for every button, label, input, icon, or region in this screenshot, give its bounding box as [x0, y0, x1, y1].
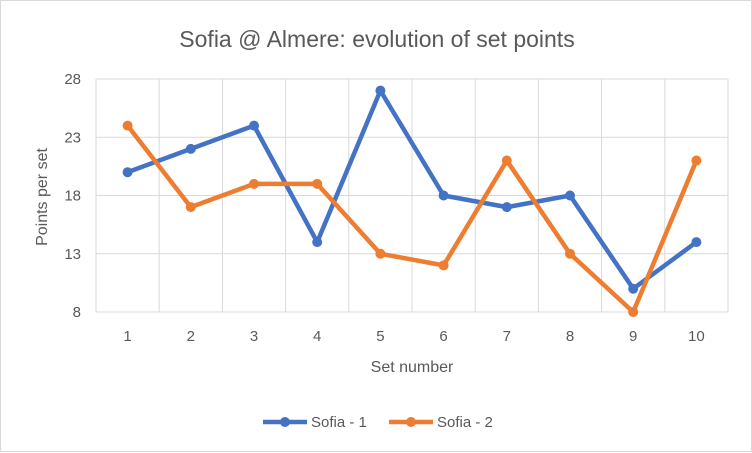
series-1-point [691, 237, 702, 248]
series-2-point [375, 248, 386, 259]
y-tick-label: 23 [64, 129, 81, 146]
series-1-point [375, 85, 386, 96]
series-2-point [628, 307, 639, 317]
y-tick-label: 13 [64, 246, 81, 263]
x-tick-label: 7 [503, 328, 511, 345]
series-1-point [438, 190, 449, 201]
y-tick-label: 8 [73, 304, 81, 321]
x-tick-label: 1 [123, 328, 131, 345]
x-tick-label: 6 [439, 328, 447, 345]
legend-label-2: Sofia - 2 [437, 414, 493, 431]
x-tick-label: 8 [566, 328, 574, 345]
series-2-point [501, 155, 512, 166]
x-axis-label: Set number [371, 359, 454, 376]
y-tick-label: 28 [64, 71, 81, 88]
series-2-point [691, 155, 702, 166]
series-1-point [249, 120, 259, 131]
series-1-line [125, 88, 699, 291]
y-tick-label: 18 [64, 188, 81, 205]
series-2-line [125, 123, 699, 315]
x-tick-label: 4 [313, 328, 321, 345]
y-axis-label: Points per set [34, 148, 51, 246]
series-1-point [122, 167, 133, 178]
x-axis-ticks: 1 2 3 4 5 6 7 8 9 10 [123, 328, 704, 345]
series-lines [122, 85, 702, 317]
legend: Sofia - 1 Sofia - 2 [263, 414, 493, 431]
x-tick-label: 5 [376, 328, 384, 345]
x-tick-label: 2 [187, 328, 195, 345]
x-tick-label: 9 [629, 328, 637, 345]
legend-label-1: Sofia - 1 [311, 414, 367, 431]
chart-title: Sofia @ Almere: evolution of set points [179, 26, 574, 52]
legend-marker-2 [406, 417, 416, 427]
series-2-point [185, 202, 196, 213]
series-1-point [628, 283, 639, 294]
series-1-point [565, 190, 575, 201]
gridlines [95, 78, 729, 313]
series-1-point [185, 143, 196, 154]
series-2-point [249, 178, 259, 189]
legend-marker-1 [280, 417, 290, 427]
series-1-point [312, 237, 323, 248]
series-2-point [438, 260, 449, 271]
x-tick-label: 3 [250, 328, 258, 345]
series-1-point [501, 202, 512, 213]
series-2-point [122, 120, 133, 131]
series-2-point [565, 248, 575, 259]
series-2-point [312, 178, 323, 189]
x-tick-label: 10 [688, 328, 705, 345]
y-axis-ticks: 8 13 18 23 28 [64, 71, 81, 321]
